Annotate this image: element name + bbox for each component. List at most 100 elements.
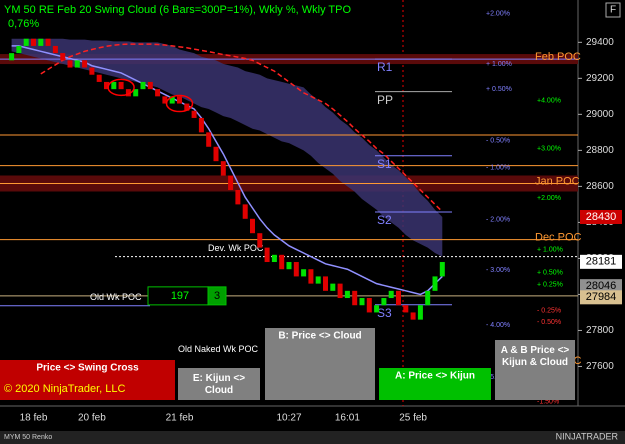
brick [301,269,307,277]
weekly-pct-label: - 4.00% [486,322,510,329]
tpo-pct-label: + 1.00% [537,246,563,253]
brick [140,81,146,90]
brick [293,262,299,277]
brick [60,53,66,61]
brick [111,81,117,90]
pivot-label: PP [377,93,393,107]
y-tick-label: 27600 [586,361,614,372]
brick [381,298,387,306]
brick [403,305,409,313]
price-marker [580,209,622,224]
brick [264,247,270,263]
swing-line [40,43,443,213]
brick [271,254,277,263]
weekly-pct-label: + 0.50% [486,86,512,93]
copyright: © 2020 NinjaTrader, LLC [4,383,125,395]
signal-button-label[interactable]: B: Price <> Cloud [278,331,361,342]
corner-button-label[interactable]: F [610,5,616,16]
chart-subtitle: 0,76% [8,18,39,30]
highlight [107,78,135,97]
price-marker-label: 28046 [586,280,617,292]
counter-count: 3 [214,290,220,302]
tpo-pct-label: +4.00% [537,98,561,105]
poc-label: Jan POC [535,175,580,187]
cloud [11,38,443,257]
brick [52,45,58,54]
poc-label: Feb POC [535,51,581,63]
brick [198,117,204,133]
tpo-pct-label: -1.50% [537,398,559,405]
brand: NINJATRADER [556,431,619,441]
brick [133,89,139,97]
y-tick-label: 28600 [586,181,614,192]
brick [374,305,380,313]
brick [352,290,358,306]
signal-button-label[interactable]: A & B Price <> Kijun & Cloud [501,345,570,368]
weekly-pct-label: - 0.50% [486,137,510,144]
poc-label: Old Wk POC [90,292,142,302]
brick [104,81,109,90]
signal-button[interactable] [495,340,575,400]
signal-button[interactable] [178,368,260,400]
signal-button-label[interactable]: A: Price <> Kijun [395,371,475,382]
brick [359,298,365,306]
brick [308,269,314,284]
signal-button[interactable] [379,368,491,400]
brick [191,110,197,118]
brick [177,96,182,104]
tpo-pct-label: +2.00% [537,195,561,202]
weekly-pct-label: - 2.00% [486,217,510,224]
tpo-pct-label: + 0.25% [537,281,563,288]
signal-button[interactable] [265,328,375,400]
brick [155,89,161,97]
price-marker-label: 28430 [586,211,617,223]
pivot-label: R1 [377,60,393,74]
brick [315,276,321,284]
price-marker [580,254,622,269]
brick [250,218,255,234]
x-tick-label: 20 feb [78,413,106,424]
brick [9,53,15,61]
pivot-label: S3 [377,306,392,320]
y-tick-label: 29400 [586,37,614,48]
brick [23,38,29,46]
brick [388,290,394,299]
pivot-label: S2 [377,213,392,227]
brick [125,89,131,97]
counter-count-box [207,286,227,306]
y-tick-label: 27800 [586,325,614,336]
brick [257,233,263,248]
counter-bars: 197 [171,290,189,302]
brick [162,96,168,104]
brick [279,254,285,270]
pivot-label: S1 [377,157,392,171]
weekly-pct-label: - 3.00% [486,267,510,274]
x-tick-label: 10:27 [276,413,301,424]
brick [242,204,248,219]
signal-button-label[interactable]: Price <> Swing Cross [36,363,139,374]
signal-button-label[interactable]: E: Kijun <> Cloud [193,373,245,396]
poc-label: Dev. Wk POC [208,243,264,253]
chart-title: YM 50 RE Feb 20 Swing Cloud (6 Bars=300P… [4,4,351,16]
signal-button[interactable] [0,360,175,400]
brick [147,81,153,90]
poc-label: Dec POC [535,232,582,244]
weekly-pct-label: - 1.00% [486,164,510,171]
x-tick-label: 16:01 [335,413,360,424]
weekly-pct-label: + 1.00% [486,61,512,68]
price-marker [580,279,622,294]
brick [206,132,212,147]
corner-button[interactable] [605,2,621,18]
brick [82,60,88,68]
poc-label: Old Naked Wk POC [178,344,259,354]
price-marker [580,290,622,305]
tpo-pct-label: + 0.50% [537,270,563,277]
brick [410,312,416,320]
brick [45,38,51,46]
y-tick-label: 28800 [586,145,614,156]
brick [366,298,372,313]
price-marker-label: 28181 [586,256,617,268]
brick [337,283,343,299]
